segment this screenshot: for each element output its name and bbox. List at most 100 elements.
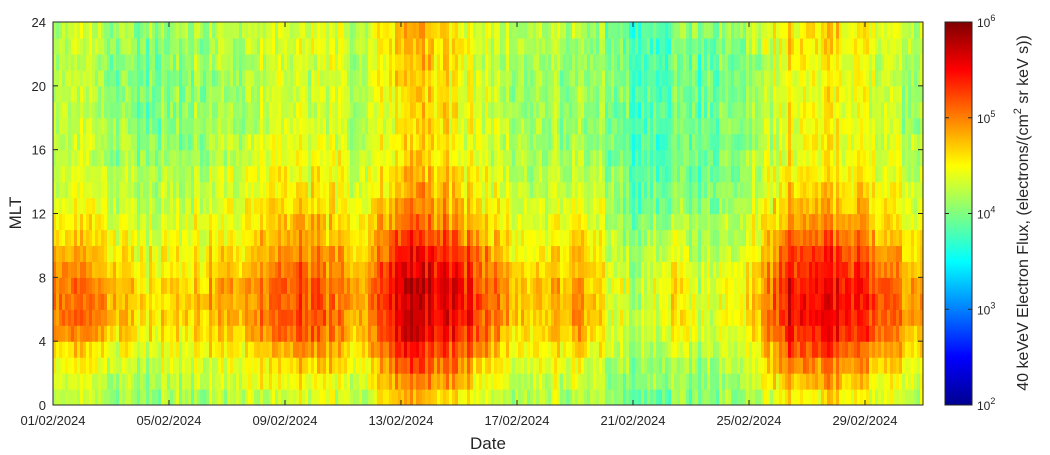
heatmap-cell xyxy=(665,357,669,374)
heatmap-cell xyxy=(353,22,357,39)
heatmap-cell xyxy=(71,293,75,310)
heatmap-cell xyxy=(164,245,168,262)
heatmap-cell xyxy=(668,389,672,405)
heatmap-cell xyxy=(560,149,564,167)
heatmap-cell xyxy=(269,245,273,262)
heatmap-cell xyxy=(512,373,516,390)
heatmap-cell xyxy=(176,22,180,39)
heatmap-cell xyxy=(182,133,186,151)
heatmap-cell xyxy=(572,373,576,390)
heatmap-cell xyxy=(398,69,402,87)
heatmap-cell xyxy=(149,22,153,39)
heatmap-cell xyxy=(458,261,462,278)
heatmap-cell xyxy=(404,373,408,390)
heatmap-cell xyxy=(491,277,495,294)
heatmap-cell xyxy=(575,245,579,262)
heatmap-cell xyxy=(125,165,129,183)
heatmap-cell xyxy=(176,37,180,55)
heatmap-cell xyxy=(197,101,201,119)
heatmap-cell xyxy=(473,22,477,39)
heatmap-cell xyxy=(191,341,195,358)
heatmap-cell xyxy=(428,181,432,199)
heatmap-cell xyxy=(419,229,423,247)
heatmap-cell xyxy=(92,325,96,342)
heatmap-cell xyxy=(107,149,111,167)
heatmap-cell xyxy=(56,293,60,310)
heatmap-cell xyxy=(620,101,624,119)
heatmap-cell xyxy=(95,85,99,103)
heatmap-cell xyxy=(566,85,570,103)
heatmap-cell xyxy=(167,22,171,39)
heatmap-cell xyxy=(197,373,201,390)
heatmap-cell xyxy=(437,101,441,119)
heatmap-cell xyxy=(416,389,420,405)
heatmap-cell xyxy=(581,53,585,71)
heatmap-cell xyxy=(224,357,228,374)
heatmap-cell xyxy=(653,325,657,342)
heatmap-cell xyxy=(203,261,207,278)
heatmap-cell xyxy=(113,197,117,215)
heatmap-cell xyxy=(515,341,519,358)
heatmap-cell xyxy=(389,325,393,342)
heatmap-cell xyxy=(56,85,60,103)
heatmap-cell xyxy=(539,229,543,247)
heatmap-cell xyxy=(254,373,258,390)
heatmap-cell xyxy=(434,53,438,71)
heatmap-cell xyxy=(512,261,516,278)
heatmap-cell xyxy=(290,341,294,358)
heatmap-cell xyxy=(605,245,609,262)
heatmap-cell xyxy=(239,245,243,262)
heatmap-cell xyxy=(482,101,486,119)
heatmap-cell xyxy=(383,149,387,167)
heatmap-cell xyxy=(641,117,645,135)
heatmap-cell xyxy=(515,373,519,390)
heatmap-cell xyxy=(626,389,630,405)
heatmap-cell xyxy=(482,389,486,405)
heatmap-cell xyxy=(659,213,663,231)
heatmap-cell xyxy=(119,69,123,87)
heatmap-cell xyxy=(404,22,408,39)
heatmap-cell xyxy=(224,341,228,358)
heatmap-cell xyxy=(380,165,384,183)
heatmap-cell xyxy=(587,197,591,215)
heatmap-cell xyxy=(575,229,579,247)
heatmap-cell xyxy=(491,245,495,262)
heatmap-cell xyxy=(368,181,372,199)
heatmap-cell xyxy=(419,165,423,183)
heatmap-cell xyxy=(239,181,243,199)
heatmap-cell xyxy=(101,85,105,103)
heatmap-cell xyxy=(566,325,570,342)
heatmap-cell xyxy=(476,165,480,183)
heatmap-cell xyxy=(503,117,507,135)
heatmap-cell xyxy=(551,165,555,183)
heatmap-cell xyxy=(155,133,159,151)
heatmap-cell xyxy=(209,117,213,135)
heatmap-cell xyxy=(89,261,93,278)
heatmap-cell xyxy=(284,357,288,374)
heatmap-cell xyxy=(263,165,267,183)
heatmap-cell xyxy=(95,229,99,247)
heatmap-cell xyxy=(383,117,387,135)
heatmap-cell xyxy=(368,22,372,39)
heatmap-cell xyxy=(173,197,177,215)
heatmap-cell xyxy=(446,325,450,342)
heatmap-cell xyxy=(53,69,57,87)
heatmap-cell xyxy=(644,149,648,167)
heatmap-cell xyxy=(329,69,333,87)
heatmap-cell xyxy=(332,261,336,278)
heatmap-cell xyxy=(329,293,333,310)
heatmap-cell xyxy=(647,53,651,71)
heatmap-cell xyxy=(452,309,456,326)
heatmap-cell xyxy=(164,69,168,87)
heatmap-cell xyxy=(626,117,630,135)
heatmap-cell xyxy=(146,117,150,135)
heatmap-cell xyxy=(662,181,666,199)
heatmap-cell xyxy=(470,325,474,342)
heatmap-cell xyxy=(158,101,162,119)
heatmap-cell xyxy=(395,101,399,119)
heatmap-cell xyxy=(497,373,501,390)
heatmap-cell xyxy=(299,53,303,71)
heatmap-cell xyxy=(611,357,615,374)
heatmap-cell xyxy=(515,325,519,342)
heatmap-cell xyxy=(89,341,93,358)
